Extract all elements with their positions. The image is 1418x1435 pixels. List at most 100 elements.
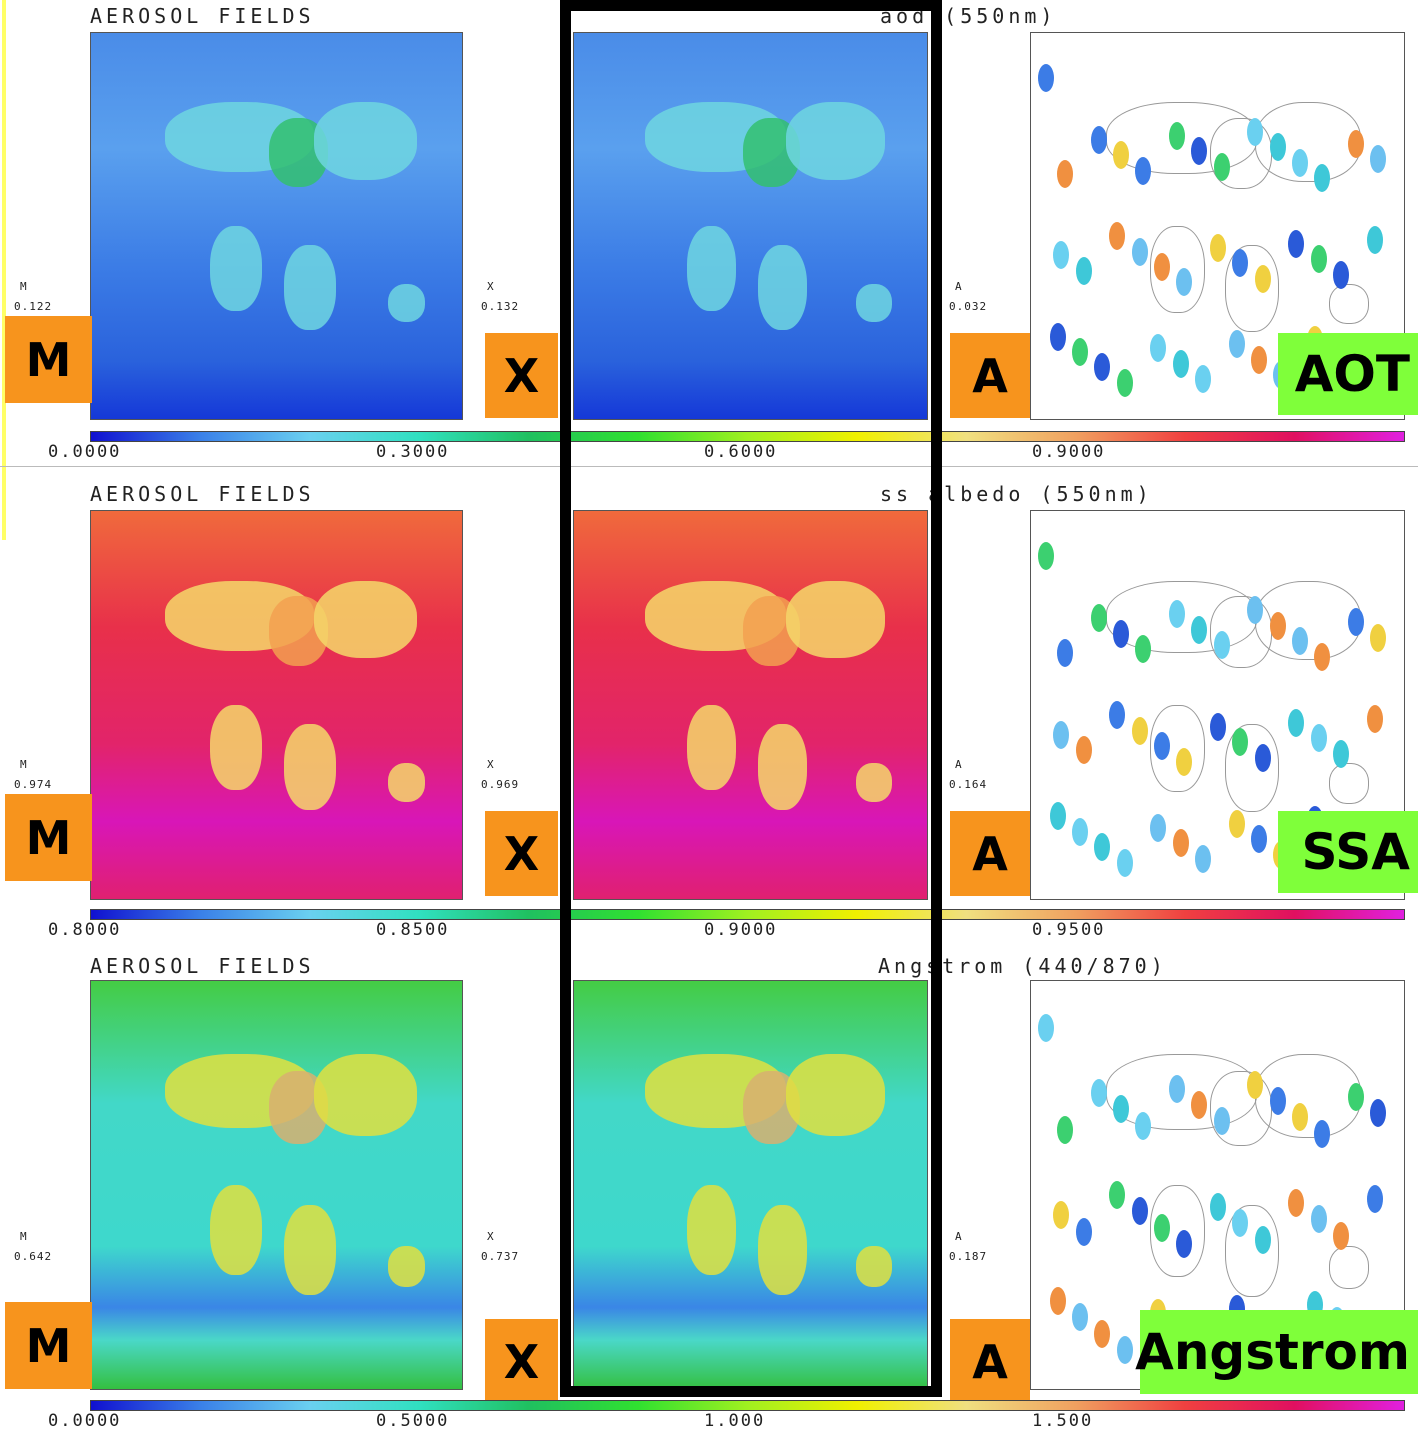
continent [1329,284,1368,325]
station-dot [1311,1205,1327,1233]
station-dot [1370,624,1386,652]
continent [314,102,418,179]
station-dot [1109,1181,1125,1209]
station-dot [1091,604,1107,632]
station-dot [1314,643,1330,671]
panel-value: 0.969 [481,778,519,791]
station-dot [1072,338,1088,366]
station-dot [1370,145,1386,173]
station-dot [1038,64,1054,92]
station-dot [1135,635,1151,663]
variable-tag: AOT [1278,333,1418,415]
station-dot [1113,141,1129,169]
continent [284,724,336,809]
station-dot [1132,1197,1148,1225]
continent [388,763,425,802]
panel-badge: X [485,333,558,418]
panel-letter: X [487,280,495,293]
station-dot [1314,164,1330,192]
panel-badge: X [485,1319,558,1404]
station-dot [1076,736,1092,764]
continent [210,226,262,311]
station-dot [1210,1193,1226,1221]
station-dot [1132,717,1148,745]
model-map [90,980,463,1390]
station-dot [1091,126,1107,154]
station-dot [1270,1087,1286,1115]
continent [284,245,336,330]
station-dot [1113,620,1129,648]
station-dot [1057,1116,1073,1144]
colorbar [90,1400,1405,1411]
panel-value: 0.642 [14,1250,52,1263]
station-dot [1094,353,1110,381]
station-dot [1195,365,1211,393]
station-dot [1154,1214,1170,1242]
station-dot [1173,829,1189,857]
station-dot [1367,226,1383,254]
variable-tag: SSA [1278,811,1418,893]
station-dot [1072,1303,1088,1331]
station-dot [1057,639,1073,667]
panel-letter: M [20,758,28,771]
station-dot [1229,810,1245,838]
station-dot [1132,238,1148,266]
header-left: AEROSOL FIELDS [90,954,315,978]
station-dot [1333,1222,1349,1250]
continent [1329,763,1368,804]
continent [210,1185,262,1275]
colorbar-label: 0.5000 [376,1411,449,1431]
station-dot [1094,1320,1110,1348]
station-dot [1109,701,1125,729]
station-dot [1229,330,1245,358]
panel-badge: M [5,1302,92,1389]
colorbar-label: 0.3000 [376,442,449,462]
header-left: AEROSOL FIELDS [90,482,315,506]
panel-value: 0.187 [949,1250,987,1263]
panel-letter: A [955,758,963,771]
station-dot [1053,721,1069,749]
station-dot [1367,1185,1383,1213]
station-dot [1053,241,1069,269]
station-dot [1333,740,1349,768]
station-dot [1288,709,1304,737]
station-dot [1311,724,1327,752]
station-dot [1091,1079,1107,1107]
panel-value: 0.132 [481,300,519,313]
station-dot [1251,346,1267,374]
station-dot [1076,257,1092,285]
station-dot [1117,369,1133,397]
station-dot [1367,705,1383,733]
station-dot [1072,818,1088,846]
station-dot [1214,1107,1230,1135]
station-dot [1154,253,1170,281]
station-dot [1348,130,1364,158]
station-dot [1038,1014,1054,1042]
station-dot [1150,334,1166,362]
panel-letter: M [20,280,28,293]
header-left: AEROSOL FIELDS [90,4,315,28]
continent [388,284,425,323]
continent [1329,1246,1368,1289]
station-dot [1270,133,1286,161]
panel-badge: M [5,794,92,881]
station-dot [1251,825,1267,853]
station-dot [1094,833,1110,861]
colorbar-label: 0.8500 [376,920,449,940]
panel-value: 0.032 [949,300,987,313]
station-dot [1270,612,1286,640]
station-dot [1050,1287,1066,1315]
colorbar-label: 0.8000 [48,920,121,940]
station-dot [1117,1336,1133,1364]
station-dot [1169,122,1185,150]
panel-value: 0.122 [14,300,52,313]
station-dot [1050,802,1066,830]
continent [284,1205,336,1295]
model-map [90,510,463,900]
station-dot [1292,149,1308,177]
station-dot [1038,542,1054,570]
station-dot [1210,234,1226,262]
station-dot [1117,849,1133,877]
panel-letter: X [487,1230,495,1243]
station-dot [1370,1099,1386,1127]
